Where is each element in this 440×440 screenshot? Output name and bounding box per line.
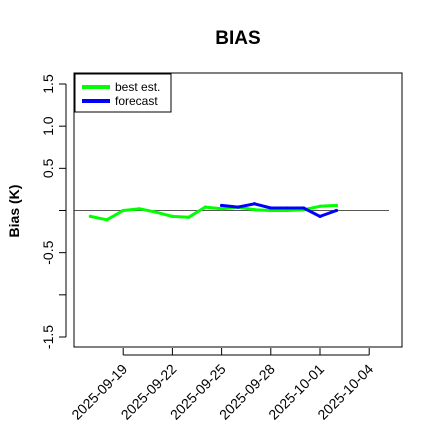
data-point-best-est-2025-09-21 bbox=[154, 210, 158, 214]
data-point-best-est-2025-10-02 bbox=[334, 203, 338, 208]
data-point-forecast-2025-10-02 bbox=[334, 208, 338, 213]
y-axis-label: Bias (K) bbox=[6, 185, 22, 238]
plot-area-frame bbox=[73, 72, 403, 348]
legend: best est. forecast bbox=[74, 73, 172, 113]
legend-label-best-est: best est. bbox=[115, 80, 160, 94]
data-point-forecast-2025-09-27 bbox=[252, 202, 256, 206]
data-point-forecast-2025-09-29 bbox=[285, 206, 289, 210]
y-tick-label-0-5: -0.5 bbox=[40, 240, 56, 264]
data-point-forecast-2025-10-01 bbox=[318, 214, 322, 219]
chart-title: BIAS bbox=[215, 28, 260, 49]
data-point-forecast-2025-09-25 bbox=[220, 203, 224, 208]
y-axis: -1.5 -0.5 0.5 1.0 1.5 bbox=[40, 74, 67, 349]
data-point-best-est-2025-09-25 bbox=[220, 207, 224, 211]
x-axis: 2025-09-192025-09-222025-09-252025-09-28… bbox=[68, 348, 376, 423]
series-lines bbox=[88, 202, 338, 222]
data-point-best-est-2025-09-20 bbox=[138, 207, 142, 211]
data-point-best-est-2025-09-22 bbox=[170, 214, 174, 219]
data-point-best-est-2025-09-27 bbox=[252, 208, 256, 212]
series-line-forecast bbox=[220, 202, 338, 218]
data-point-forecast-2025-09-30 bbox=[302, 206, 306, 210]
legend-label-forecast: forecast bbox=[115, 94, 158, 108]
y-tick-label-1-0: 1.0 bbox=[40, 116, 56, 136]
data-point-best-est-2025-10-01 bbox=[318, 204, 322, 208]
data-point-best-est-2025-09-23 bbox=[187, 215, 191, 219]
data-point-best-est-2025-09-18 bbox=[105, 218, 109, 222]
data-point-best-est-2025-09-24 bbox=[203, 205, 207, 209]
data-point-best-est-2025-09-29 bbox=[285, 208, 289, 213]
data-point-forecast-2025-09-28 bbox=[269, 206, 273, 210]
data-point-best-est-2025-09-28 bbox=[269, 208, 273, 213]
data-point-best-est-2025-09-17 bbox=[88, 214, 92, 219]
legend-box bbox=[74, 73, 172, 113]
series-line-best-est bbox=[88, 203, 338, 222]
y-tick-label-0-5: 0.5 bbox=[40, 158, 56, 178]
y-tick-label-1-5: 1.5 bbox=[40, 74, 56, 94]
y-tick-label-1-5: -1.5 bbox=[40, 325, 56, 349]
data-point-forecast-2025-09-26 bbox=[236, 205, 240, 209]
data-point-best-est-2025-09-19 bbox=[121, 208, 125, 213]
